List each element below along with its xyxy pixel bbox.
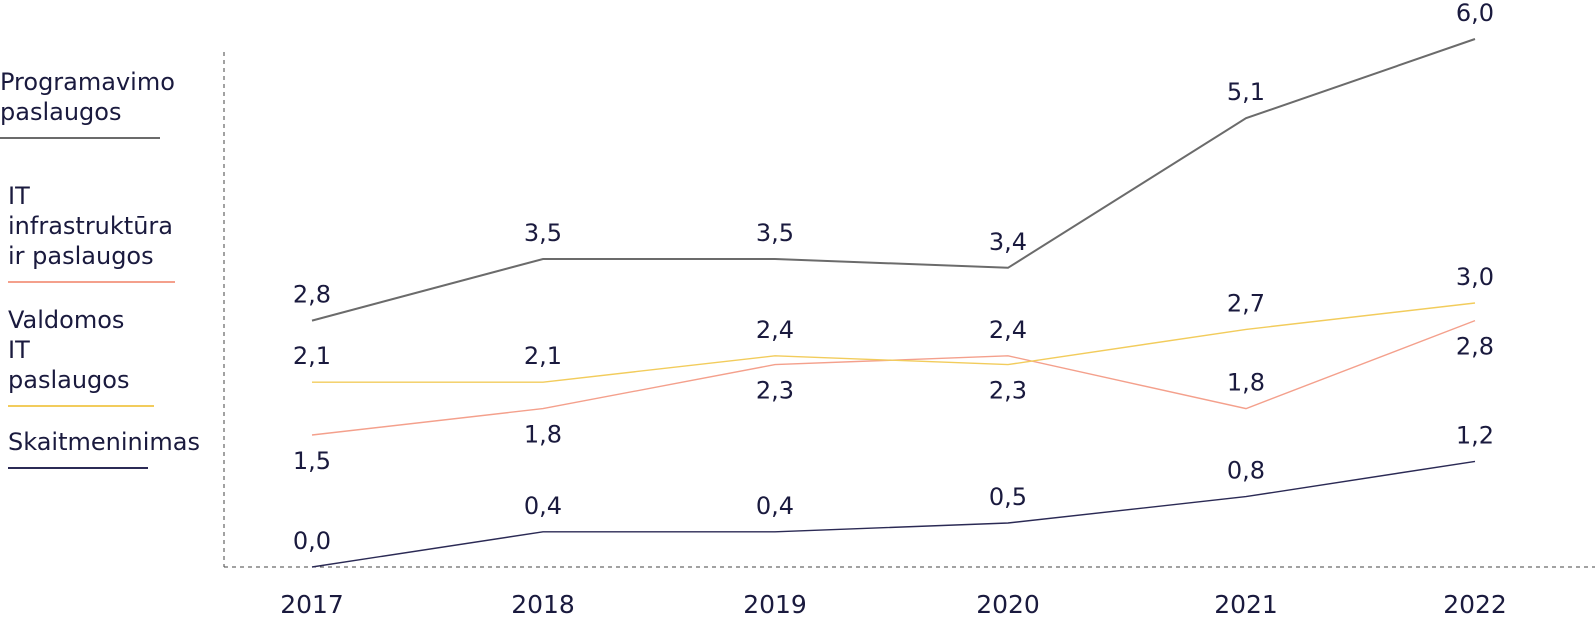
data-label: 2,3: [756, 377, 794, 405]
data-label: 5,1: [1227, 78, 1265, 106]
series-line: [311, 38, 1476, 322]
data-label: 2,4: [989, 316, 1027, 344]
x-tick-label: 2019: [743, 590, 807, 619]
x-tick-label: 2022: [1443, 590, 1507, 619]
data-label: 2,1: [524, 342, 562, 370]
series-line: [311, 460, 1476, 568]
data-label: 1,8: [524, 421, 562, 449]
legend-label: Valdomos IT paslaugos: [8, 306, 130, 394]
data-label: 2,8: [293, 281, 331, 309]
legend-label: IT infrastruktūra ir paslaugos: [8, 182, 173, 270]
data-label: 3,5: [756, 219, 794, 247]
data-label: 3,0: [1456, 263, 1494, 291]
data-label: 0,0: [293, 527, 331, 555]
data-label: 0,4: [524, 492, 562, 520]
legend-swatch-line: [8, 405, 154, 407]
x-tick-label: 2018: [511, 590, 575, 619]
data-label: 6,0: [1456, 0, 1494, 27]
legend-swatch-line: [8, 467, 148, 469]
legend-swatch-line: [0, 137, 160, 139]
data-label: 3,4: [989, 228, 1027, 256]
data-label: 2,8: [1456, 333, 1494, 361]
x-tick-label: 2020: [976, 590, 1040, 619]
legend-label: Programavimo paslaugos: [0, 68, 175, 126]
data-label: 0,4: [756, 492, 794, 520]
data-label: 1,8: [1227, 369, 1265, 397]
data-label: 2,1: [293, 342, 331, 370]
data-label: 1,5: [293, 447, 331, 475]
legend-label: Skaitmeninimas: [8, 428, 200, 456]
series-line: [311, 319, 1476, 436]
data-label: 2,4: [756, 316, 794, 344]
legend-swatch-line: [8, 281, 175, 283]
x-tick-label: 2021: [1214, 590, 1278, 619]
x-tick-label: 2017: [280, 590, 344, 619]
data-label: 2,3: [989, 377, 1027, 405]
data-label: 3,5: [524, 219, 562, 247]
data-label: 2,7: [1227, 289, 1265, 317]
series-line: [312, 302, 1476, 383]
data-label: 0,8: [1227, 457, 1265, 485]
data-label: 0,5: [989, 483, 1027, 511]
data-label: 1,2: [1456, 421, 1494, 449]
